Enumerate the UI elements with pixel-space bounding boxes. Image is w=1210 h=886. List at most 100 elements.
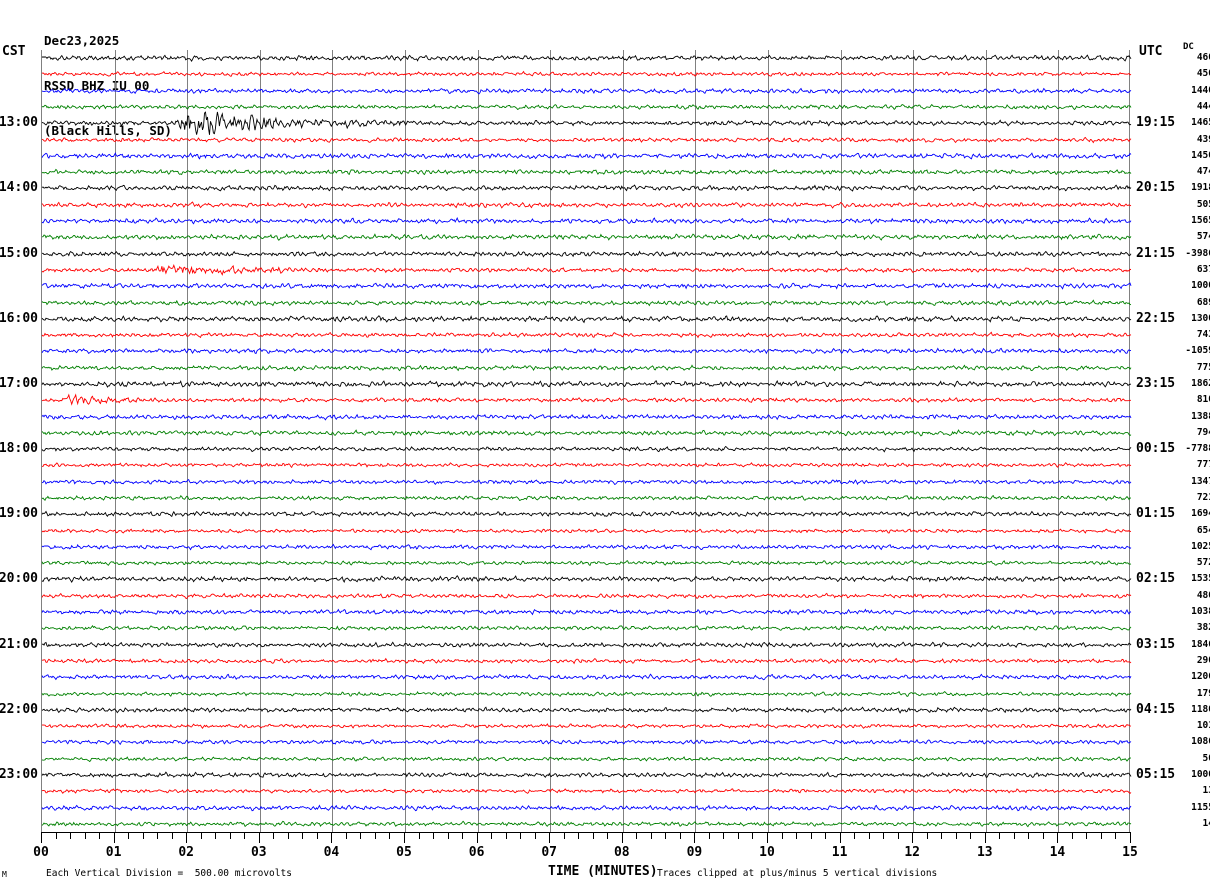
x-tick-minor [665,832,666,839]
dc-value: 290 [1196,654,1210,666]
hour-label-cst-1600: 16:00 [0,310,38,326]
trace-row [41,690,1132,730]
trace-path-black [41,510,1132,518]
x-tick-minor [375,832,376,839]
x-tick-minor [1101,832,1102,839]
trace-row [41,299,1132,339]
x-tick-minor [811,832,812,839]
trace-path-green [41,233,1132,242]
gridline-minute-03 [260,50,261,832]
trace-row [41,641,1132,681]
x-axis-line [41,832,1130,833]
x-tick-minor [128,832,129,839]
x-tick-major [404,832,405,843]
dc-value: 1535 [1191,573,1210,585]
x-tick-minor [680,832,681,839]
x-tick-minor [898,832,899,839]
trace-path-blue [41,282,1132,291]
dc-value: 439 [1196,133,1210,145]
trace-path-green [41,690,1132,697]
x-tick-major [259,832,260,843]
trace-row [41,136,1132,176]
trace-path-black [41,641,1132,648]
dc-value: 450 [1196,68,1210,80]
trace-path-red [41,657,1132,665]
trace-row [41,120,1132,160]
hour-label-utc-2015: 20:15 [1136,180,1176,196]
trace-path-blue [41,347,1132,355]
gridline-minute-10 [768,50,769,832]
x-tick-minor [593,832,594,839]
hour-label-cst-2200: 22:00 [0,701,38,717]
hour-label-cst-1400: 14:00 [0,180,38,196]
trace-row [41,755,1132,795]
dc-value: 50 [1202,752,1210,764]
trace-path-black [41,379,1132,388]
trace-row [41,559,1132,599]
gridline-minute-07 [550,50,551,832]
trace-path-blue [41,152,1132,160]
x-tick-major [912,832,913,843]
x-tick-label-04: 04 [323,845,340,860]
dc-value: 1206 [1191,671,1210,683]
trace-row [41,527,1132,567]
hour-label-cst-2300: 23:00 [0,766,38,782]
dc-value: 1388 [1191,410,1210,422]
trace-row [41,397,1132,437]
trace-path-red [41,263,1132,276]
trace-path-green [41,560,1132,567]
trace-row [41,283,1132,323]
trace-path-blue [41,478,1132,485]
x-tick-minor [535,832,536,839]
trace-path-black [41,445,1132,453]
trace-row [41,543,1132,583]
trace-row [41,413,1132,453]
x-tick-minor [244,832,245,839]
gridline-minute-08 [623,50,624,832]
x-tick-major [1057,832,1058,843]
trace-path-green [41,820,1132,828]
hour-label-cst-1800: 18:00 [0,441,38,457]
trace-path-red [41,592,1132,599]
dc-value: 1918 [1191,182,1210,194]
trace-row [41,380,1131,420]
trace-row [41,315,1132,355]
trace-path-blue [41,804,1132,811]
trace-path-black [41,314,1132,324]
x-tick-minor [651,832,652,839]
hour-label-utc-0515: 05:15 [1136,766,1176,782]
gridline-minute-14 [1058,50,1059,832]
x-tick-minor [1086,832,1087,839]
x-tick-label-15: 15 [1122,845,1138,860]
x-tick-minor [636,832,637,839]
x-tick-minor [607,832,608,839]
dc-value: 1465 [1191,117,1210,129]
gridline-minute-12 [913,50,914,832]
x-tick-minor [927,832,928,839]
x-tick-minor [56,832,57,839]
x-tick-label-08: 08 [613,845,630,860]
trace-row [41,608,1132,648]
hour-label-utc-2315: 23:15 [1136,375,1176,391]
scale-note: Each Vertical Division = 500.00 microvol… [46,868,292,879]
x-tick-minor [506,832,507,839]
dc-value: 1300 [1191,312,1210,324]
x-tick-minor [70,832,71,839]
x-axis-title: TIME (MINUTES) [548,864,658,879]
trace-row [41,592,1132,632]
clip-note: Traces clipped at plus/minus 5 vertical … [657,868,938,879]
x-tick-major [41,832,42,843]
x-tick-label-13: 13 [976,845,993,860]
x-tick-minor [346,832,347,839]
x-tick-minor [738,832,739,839]
x-tick-minor [230,832,231,839]
hour-label-utc-2215: 22:15 [1136,310,1176,326]
x-tick-major [186,832,187,843]
trace-path-blue [41,217,1132,225]
trace-path-green [41,103,1132,111]
trace-row [41,250,1132,290]
x-tick-label-02: 02 [178,845,195,860]
hour-label-cst-1500: 15:00 [0,245,38,261]
x-tick-minor [360,832,361,839]
